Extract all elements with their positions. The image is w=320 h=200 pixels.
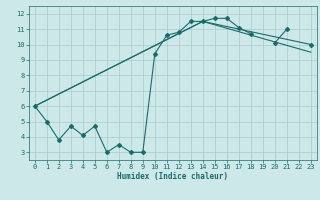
X-axis label: Humidex (Indice chaleur): Humidex (Indice chaleur) (117, 172, 228, 181)
